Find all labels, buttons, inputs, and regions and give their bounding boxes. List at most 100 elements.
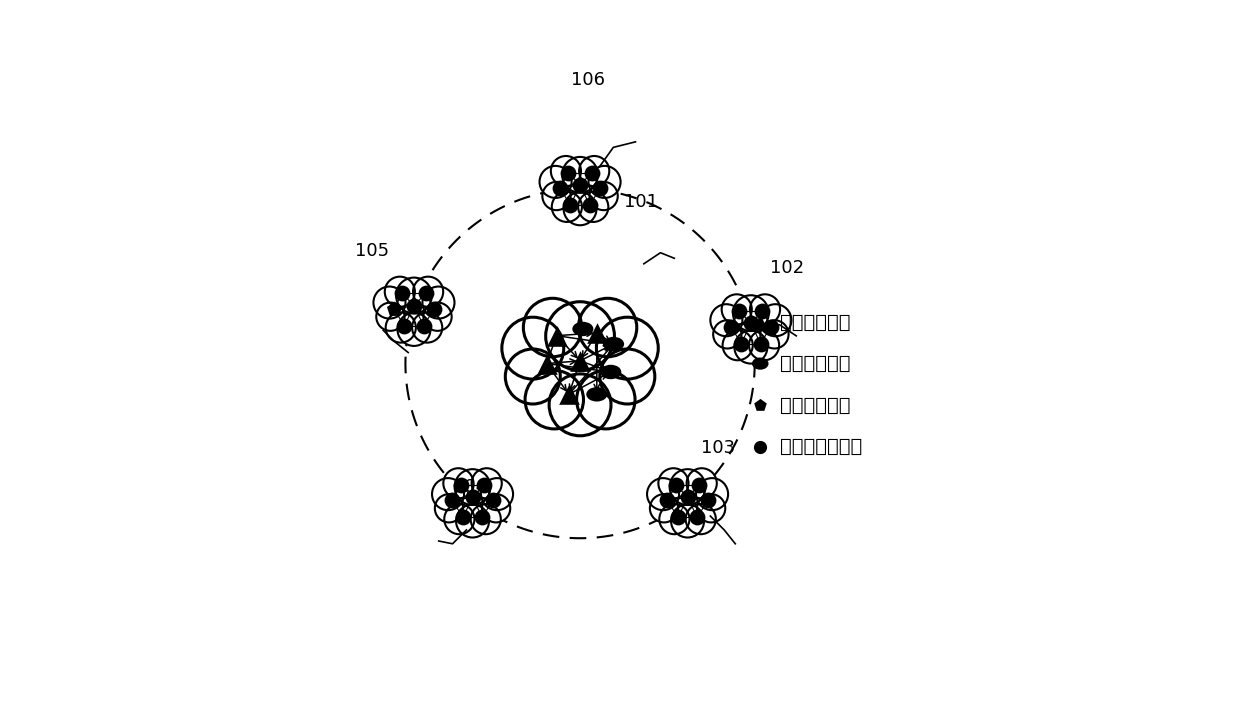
- Point: [732, 338, 751, 349]
- Circle shape: [759, 305, 791, 336]
- Ellipse shape: [751, 358, 769, 369]
- Ellipse shape: [603, 337, 624, 351]
- Circle shape: [578, 298, 637, 356]
- Point: [720, 320, 740, 332]
- Ellipse shape: [600, 365, 621, 379]
- Point: [453, 512, 472, 523]
- Point: [472, 512, 492, 523]
- Point: [590, 182, 610, 194]
- Circle shape: [750, 294, 780, 325]
- Circle shape: [562, 157, 598, 193]
- Point: [657, 495, 677, 506]
- Circle shape: [734, 330, 768, 364]
- Text: 105: 105: [356, 242, 389, 260]
- Circle shape: [423, 287, 455, 318]
- Circle shape: [388, 284, 440, 336]
- Text: 103: 103: [701, 439, 735, 457]
- Point: [570, 179, 590, 191]
- Circle shape: [578, 192, 609, 222]
- Circle shape: [697, 494, 725, 523]
- Point: [668, 512, 688, 523]
- Circle shape: [446, 475, 498, 527]
- Point: [537, 358, 557, 369]
- Circle shape: [505, 349, 560, 404]
- Circle shape: [589, 166, 620, 198]
- Circle shape: [749, 330, 779, 360]
- Point: [451, 480, 471, 491]
- Point: [753, 305, 773, 317]
- Circle shape: [551, 156, 582, 186]
- Circle shape: [435, 494, 463, 523]
- Circle shape: [384, 276, 415, 307]
- Circle shape: [444, 468, 474, 498]
- Circle shape: [660, 504, 689, 534]
- Point: [750, 400, 770, 411]
- Circle shape: [671, 505, 704, 538]
- Circle shape: [423, 302, 451, 331]
- Circle shape: [658, 468, 688, 498]
- Point: [384, 303, 404, 315]
- Circle shape: [760, 320, 789, 348]
- Circle shape: [471, 468, 502, 498]
- Point: [559, 389, 579, 400]
- Circle shape: [482, 494, 510, 523]
- Point: [689, 480, 709, 491]
- Circle shape: [549, 374, 611, 436]
- Point: [463, 492, 482, 503]
- Circle shape: [687, 468, 717, 498]
- Point: [474, 480, 494, 491]
- Circle shape: [525, 371, 584, 429]
- Text: 平行链网络节点: 平行链网络节点: [780, 437, 862, 456]
- Text: 101: 101: [625, 193, 658, 211]
- Circle shape: [696, 478, 728, 510]
- Circle shape: [662, 475, 713, 527]
- Circle shape: [711, 305, 743, 336]
- Circle shape: [398, 313, 430, 346]
- Circle shape: [373, 287, 405, 318]
- Point: [424, 303, 444, 315]
- Point: [414, 320, 434, 332]
- Circle shape: [579, 156, 609, 186]
- Point: [687, 512, 707, 523]
- Circle shape: [722, 294, 751, 325]
- Circle shape: [546, 302, 615, 371]
- Text: 数据监管节点: 数据监管节点: [780, 354, 851, 373]
- Circle shape: [412, 312, 443, 343]
- Circle shape: [523, 298, 582, 356]
- Circle shape: [376, 302, 404, 331]
- Circle shape: [670, 469, 706, 505]
- Circle shape: [713, 320, 742, 348]
- Text: 数据验证节点: 数据验证节点: [780, 312, 851, 331]
- Circle shape: [413, 276, 443, 307]
- Circle shape: [432, 478, 464, 510]
- Circle shape: [577, 371, 635, 429]
- Circle shape: [596, 318, 658, 379]
- Ellipse shape: [587, 387, 608, 402]
- Point: [394, 320, 414, 332]
- Text: 数据收发节点: 数据收发节点: [780, 396, 851, 415]
- Circle shape: [528, 312, 631, 415]
- Point: [750, 316, 770, 328]
- Circle shape: [733, 295, 769, 331]
- Circle shape: [552, 192, 582, 222]
- Point: [580, 199, 600, 211]
- Circle shape: [686, 504, 715, 534]
- Ellipse shape: [573, 322, 594, 336]
- Circle shape: [539, 166, 572, 198]
- Point: [558, 167, 578, 179]
- Circle shape: [589, 182, 618, 210]
- Circle shape: [650, 494, 678, 523]
- Point: [698, 495, 718, 506]
- Circle shape: [455, 469, 491, 505]
- Circle shape: [444, 504, 475, 534]
- Point: [560, 199, 580, 211]
- Point: [415, 288, 435, 300]
- Circle shape: [502, 318, 564, 379]
- Point: [570, 355, 590, 366]
- Point: [582, 167, 601, 179]
- Point: [482, 495, 502, 506]
- Circle shape: [386, 312, 415, 343]
- Text: 106: 106: [572, 71, 605, 89]
- Text: 104: 104: [453, 477, 487, 495]
- Circle shape: [725, 302, 776, 354]
